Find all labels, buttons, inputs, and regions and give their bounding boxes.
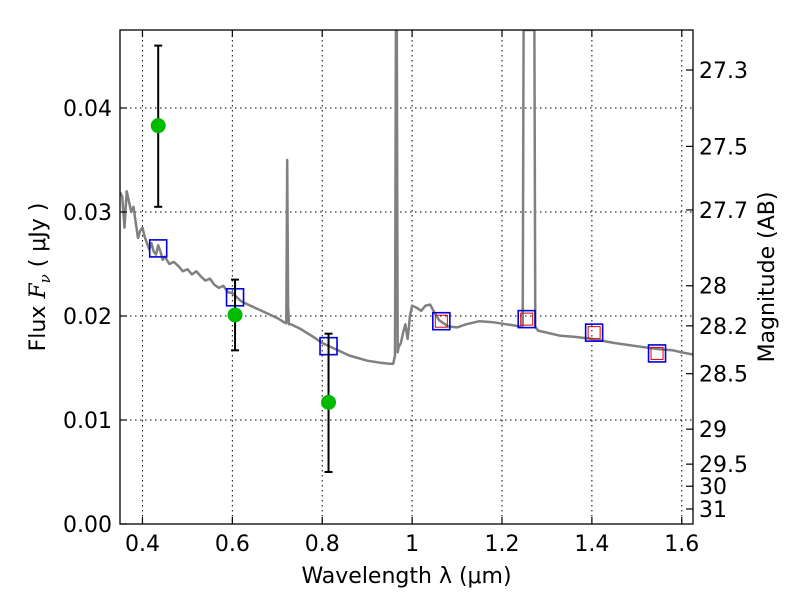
x-tick-label: 0.8 (305, 532, 340, 557)
mag-tick-label: 31 (699, 498, 727, 523)
mag-tick-label: 27.5 (699, 135, 748, 160)
y-axis-label-suffix: ( μJy ) (26, 203, 51, 275)
mag-tick-label: 29 (699, 418, 727, 443)
y-axis-label-subscript: ν (36, 274, 54, 283)
y-axis-label: Flux Fν ( μJy ) (26, 203, 54, 352)
mag-tick-label: 28 (699, 275, 727, 300)
model-flux-inner-square (520, 312, 534, 326)
mag-tick-label: 27.7 (699, 199, 748, 224)
mag-tick-label: 27.3 (699, 59, 748, 84)
observed-flux-point (321, 394, 337, 410)
mag-tick-label: 30 (699, 475, 727, 500)
model-flux-inner-square (434, 314, 448, 328)
x-axis-label: Wavelength λ (μm) (301, 564, 511, 589)
mag-tick-label: 29.5 (699, 453, 748, 478)
y-tick-label: 0.02 (63, 305, 112, 330)
x-tick-label: 1.4 (574, 532, 609, 557)
plot-frame (119, 29, 694, 525)
y-tick-label: 0.04 (63, 97, 112, 122)
mag-tick-label: 28.2 (699, 315, 748, 340)
right-axis-label: Magnitude (AB) (755, 192, 780, 363)
gridlines (120, 30, 693, 525)
x-tick-label: 0.6 (215, 532, 250, 557)
x-tick-label: 0.4 (125, 532, 160, 557)
model-flux-square (584, 323, 604, 342)
y-tick-label: 0.00 (63, 513, 112, 538)
mag-tick-label: 28.5 (699, 363, 748, 388)
model-flux-square (517, 309, 537, 329)
model-flux-inner-square (650, 346, 664, 360)
observed-flux-point (227, 307, 243, 323)
observed-flux-point (150, 118, 166, 134)
x-tick-label: 1.2 (485, 532, 520, 557)
axis-ticks: 0.4 0.6 0.8 1 1.2 1.4 1.6 0.00 0.01 0.02 0.03 0.04 2… (63, 30, 748, 557)
model-flux-square (148, 239, 168, 258)
model-flux-square (647, 344, 667, 363)
x-tick-label: 1.6 (664, 532, 699, 557)
y-tick-label: 0.03 (63, 201, 112, 226)
plot-area (120, 30, 693, 473)
y-axis-label-prefix: Flux (26, 299, 51, 352)
y-tick-label: 0.01 (63, 409, 112, 434)
x-tick-label: 1 (405, 532, 419, 557)
model-flux-square (432, 311, 451, 331)
sed-spectrum-line (120, 30, 693, 366)
model-flux-inner-square (587, 326, 601, 340)
y-axis-label-symbol: F (26, 283, 51, 300)
